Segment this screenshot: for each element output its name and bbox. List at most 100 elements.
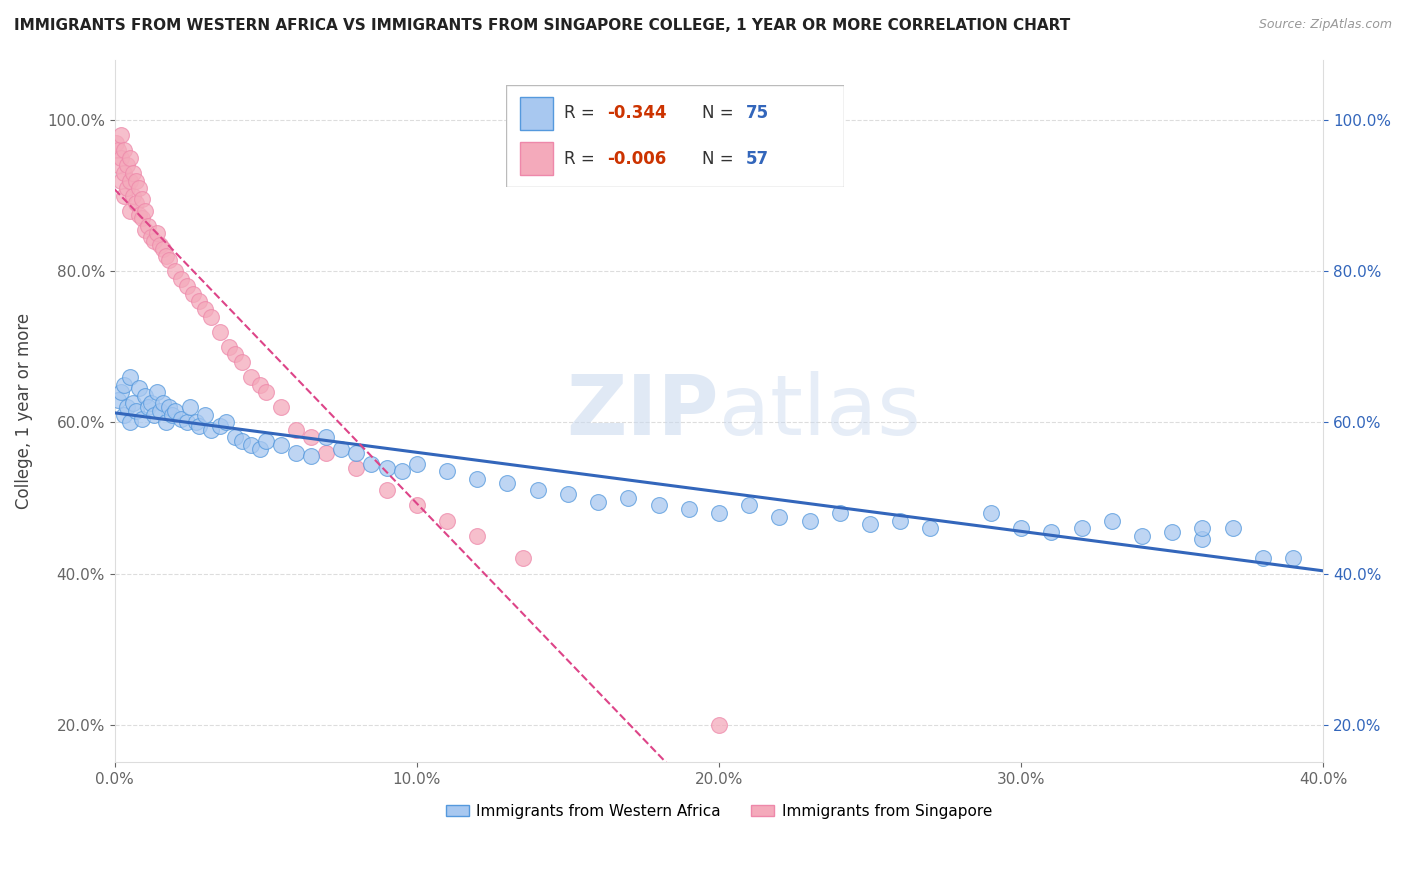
Point xyxy=(224,347,246,361)
Text: -0.344: -0.344 xyxy=(607,104,666,122)
Point xyxy=(118,415,141,429)
Point xyxy=(121,396,143,410)
Point xyxy=(405,457,427,471)
Point xyxy=(496,475,519,490)
Point xyxy=(134,222,156,236)
Point xyxy=(249,377,271,392)
Point xyxy=(284,423,307,437)
Point xyxy=(512,551,534,566)
Point xyxy=(112,377,135,392)
Point xyxy=(1251,551,1274,566)
Point xyxy=(707,506,730,520)
Point xyxy=(118,151,141,165)
Bar xyxy=(520,97,554,130)
Point xyxy=(239,370,262,384)
Point xyxy=(1191,533,1213,547)
Point xyxy=(920,521,942,535)
Point xyxy=(194,408,217,422)
Point xyxy=(215,415,238,429)
Point xyxy=(1161,524,1184,539)
Point xyxy=(176,279,198,293)
Point xyxy=(980,506,1002,520)
Point xyxy=(112,188,135,202)
Point xyxy=(707,717,730,731)
Point xyxy=(136,219,159,233)
Text: N =: N = xyxy=(702,104,738,122)
Point xyxy=(231,434,253,449)
Point xyxy=(128,181,150,195)
Point xyxy=(105,136,128,150)
Point xyxy=(142,408,165,422)
Point xyxy=(436,514,458,528)
Point xyxy=(828,506,851,520)
Text: -0.006: -0.006 xyxy=(607,150,666,168)
Text: N =: N = xyxy=(702,150,738,168)
Point xyxy=(617,491,640,505)
Point xyxy=(315,430,337,444)
Point xyxy=(160,408,183,422)
Point xyxy=(115,158,138,172)
Point xyxy=(134,203,156,218)
Point xyxy=(557,487,579,501)
Point xyxy=(149,237,172,252)
Point xyxy=(157,401,180,415)
Point xyxy=(344,460,367,475)
Point xyxy=(112,166,135,180)
Point xyxy=(405,499,427,513)
Point xyxy=(110,385,132,400)
Point xyxy=(188,294,211,309)
Point xyxy=(344,445,367,459)
Point xyxy=(112,408,135,422)
Text: 57: 57 xyxy=(745,150,769,168)
Point xyxy=(465,529,488,543)
Point xyxy=(107,158,129,172)
Point xyxy=(200,310,222,324)
Point xyxy=(146,385,169,400)
Point xyxy=(139,230,162,244)
Point xyxy=(889,514,911,528)
Point xyxy=(375,460,398,475)
Point xyxy=(125,404,148,418)
Point xyxy=(249,442,271,456)
Point xyxy=(315,445,337,459)
Point xyxy=(115,181,138,195)
Y-axis label: College, 1 year or more: College, 1 year or more xyxy=(15,313,32,509)
Point xyxy=(170,411,193,425)
Point xyxy=(142,234,165,248)
Point xyxy=(1191,521,1213,535)
Point xyxy=(110,173,132,187)
Point xyxy=(188,419,211,434)
Point xyxy=(209,419,232,434)
Point xyxy=(131,211,153,226)
Point xyxy=(125,196,148,211)
Point xyxy=(128,381,150,395)
Point xyxy=(330,442,353,456)
Point xyxy=(1070,521,1092,535)
Point xyxy=(224,430,246,444)
Point xyxy=(121,188,143,202)
Point xyxy=(110,128,132,143)
Point xyxy=(112,143,135,157)
Point xyxy=(270,401,292,415)
Point xyxy=(131,193,153,207)
Point xyxy=(299,430,322,444)
Point xyxy=(738,499,761,513)
Point xyxy=(1282,551,1305,566)
Point xyxy=(125,173,148,187)
Point xyxy=(139,396,162,410)
Point xyxy=(299,450,322,464)
Point xyxy=(152,396,174,410)
Point xyxy=(146,227,169,241)
Point xyxy=(218,340,240,354)
Point xyxy=(121,166,143,180)
Point xyxy=(110,151,132,165)
Text: atlas: atlas xyxy=(718,370,921,451)
Point xyxy=(465,472,488,486)
Point xyxy=(157,252,180,267)
Point xyxy=(152,242,174,256)
Point xyxy=(107,143,129,157)
Text: ZIP: ZIP xyxy=(567,370,718,451)
Point xyxy=(149,404,172,418)
Point xyxy=(391,465,413,479)
Text: IMMIGRANTS FROM WESTERN AFRICA VS IMMIGRANTS FROM SINGAPORE COLLEGE, 1 YEAR OR M: IMMIGRANTS FROM WESTERN AFRICA VS IMMIGR… xyxy=(14,18,1070,33)
